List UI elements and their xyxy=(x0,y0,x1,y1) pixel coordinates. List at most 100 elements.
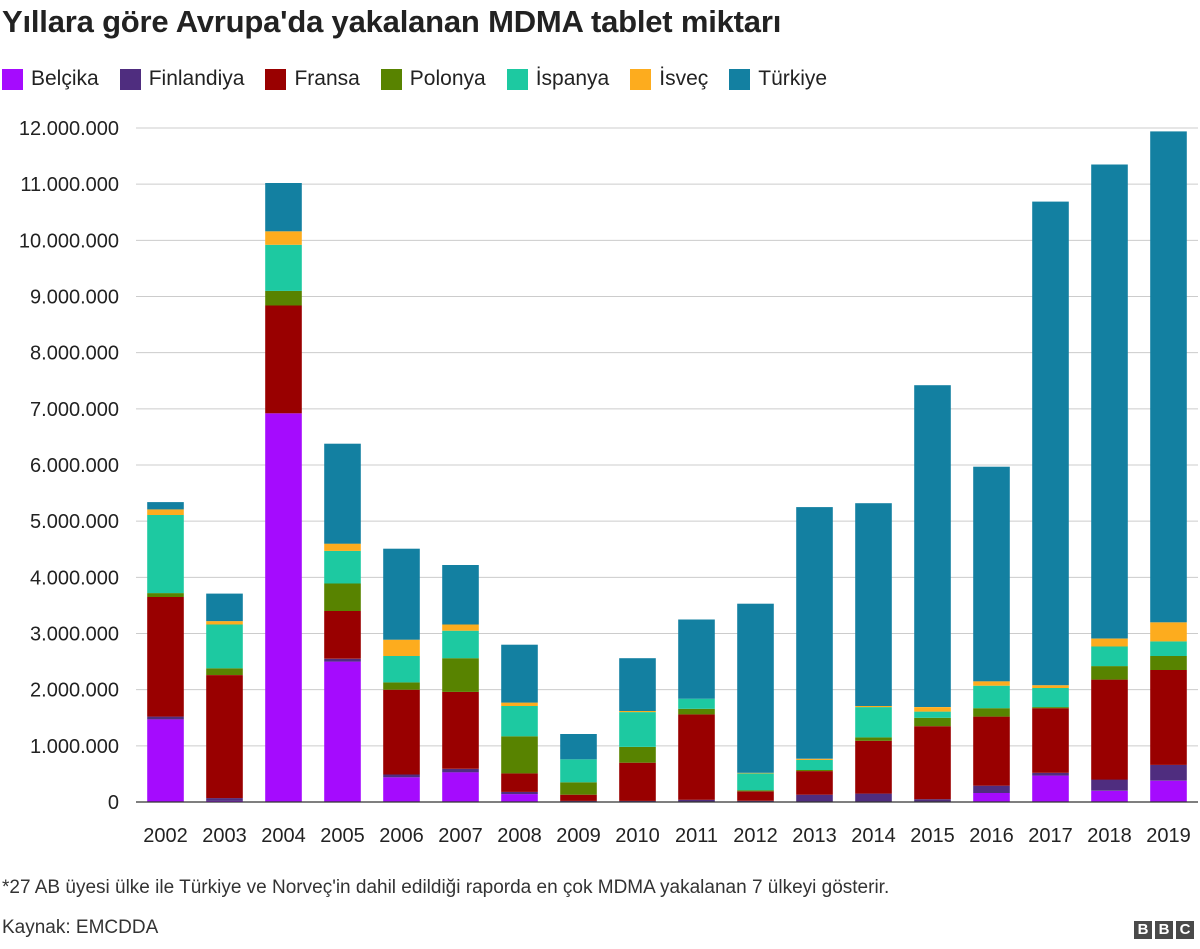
bar-segment xyxy=(796,758,833,760)
x-tick-label: 2014 xyxy=(851,825,896,847)
x-tick-label: 2004 xyxy=(261,825,306,847)
bar-segment xyxy=(678,708,715,715)
legend-item: Polonya xyxy=(380,67,486,91)
y-tick-label: 8.000.000 xyxy=(30,343,119,365)
bar-segment xyxy=(560,759,597,783)
chart-legend: Belçika Finlandiya Fransa Polonya İspanya İsv… xyxy=(2,64,848,94)
bar-segment xyxy=(383,548,420,640)
bar-segment xyxy=(324,583,361,611)
x-tick-label: 2012 xyxy=(733,825,778,847)
bar-segment xyxy=(914,711,951,718)
bar-segment xyxy=(501,773,538,792)
x-tick-label: 2013 xyxy=(792,825,837,847)
bar-segment xyxy=(619,711,656,713)
bar-segment xyxy=(560,794,597,801)
bar-segment xyxy=(324,661,361,802)
bar-segment xyxy=(147,515,184,594)
bar-segment xyxy=(973,685,1010,709)
bar-segment xyxy=(265,305,302,414)
bar-segment xyxy=(442,565,479,625)
bbc-logo-letter: B xyxy=(1134,921,1152,939)
bar-segment xyxy=(324,443,361,544)
bar-segment xyxy=(855,706,892,708)
bar-segment xyxy=(442,768,479,773)
bar-segment xyxy=(383,639,420,656)
bar-segment xyxy=(1032,708,1069,773)
y-tick-label: 10.000.000 xyxy=(19,230,119,252)
bar-segment xyxy=(324,550,361,584)
bar-segment xyxy=(560,734,597,760)
bar-segment xyxy=(383,689,420,775)
bar-segment xyxy=(147,716,184,720)
y-tick-label: 9.000.000 xyxy=(30,287,119,309)
y-tick-label: 6.000.000 xyxy=(30,455,119,477)
bar-segment xyxy=(619,712,656,747)
bar-segment xyxy=(678,619,715,699)
bar-segment xyxy=(855,707,892,738)
bar-segment xyxy=(973,681,1010,686)
legend-swatch xyxy=(265,68,287,90)
bbc-logo-letter: B xyxy=(1155,921,1173,939)
bar-segment xyxy=(914,707,951,712)
bar-segment xyxy=(206,621,243,625)
y-tick-label: 5.000.000 xyxy=(30,511,119,533)
bar-segment xyxy=(678,714,715,800)
bar-segment xyxy=(1150,764,1187,781)
bar-segment xyxy=(265,183,302,232)
y-tick-label: 11.000.000 xyxy=(20,174,119,196)
bar-segment xyxy=(206,624,243,669)
legend-swatch xyxy=(506,68,528,90)
bar-segment xyxy=(1150,641,1187,656)
x-tick-label: 2017 xyxy=(1028,825,1073,847)
bar-segment xyxy=(855,737,892,741)
bar-segment xyxy=(265,290,302,306)
bar-segment xyxy=(324,611,361,659)
bar-segment xyxy=(324,543,361,551)
y-tick-label: 12.000.000 xyxy=(19,118,119,140)
bar-segment xyxy=(265,231,302,245)
bar-segment xyxy=(1032,688,1069,708)
legend-item: Türkiye xyxy=(729,67,827,91)
x-tick-label: 2010 xyxy=(615,825,660,847)
bbc-logo: B B C xyxy=(1131,921,1194,939)
bar-segment xyxy=(1150,656,1187,670)
bar-segment xyxy=(619,658,656,711)
legend-label: Polonya xyxy=(409,67,486,90)
bar-segment xyxy=(147,509,184,515)
bar-segment xyxy=(1150,670,1187,765)
legend-swatch xyxy=(380,68,402,90)
bar-segment xyxy=(442,630,479,659)
bar-segment xyxy=(442,691,479,769)
bar-segment xyxy=(855,503,892,706)
bar-segment xyxy=(1032,775,1069,802)
bar-segment xyxy=(1091,646,1128,667)
x-tick-label: 2006 xyxy=(379,825,424,847)
bar-segment xyxy=(206,668,243,675)
x-tick-label: 2007 xyxy=(438,825,483,847)
bar-segment xyxy=(796,770,833,772)
bar-segment xyxy=(383,682,420,690)
chart-title: Yıllara göre Avrupa'da yakalanan MDMA ta… xyxy=(2,4,782,39)
bar-segment xyxy=(1150,131,1187,623)
bar-segment xyxy=(1032,707,1069,709)
bar-segment xyxy=(147,593,184,597)
bar-segment xyxy=(973,708,1010,717)
bar-segment xyxy=(442,772,479,802)
bar-segment xyxy=(914,726,951,800)
bar-segment xyxy=(1091,164,1128,639)
bar-segment xyxy=(383,777,420,802)
bar-segment xyxy=(914,385,951,707)
bar-segment xyxy=(737,773,774,791)
bbc-logo-letter: C xyxy=(1176,921,1194,939)
y-tick-label: 0 xyxy=(108,792,119,814)
legend-swatch xyxy=(2,68,23,90)
bar-segment xyxy=(206,798,243,801)
bar-segment xyxy=(973,793,1010,802)
bar-segment xyxy=(1091,790,1128,802)
bar-segment xyxy=(1091,666,1128,680)
bar-segment xyxy=(147,502,184,510)
bar-segment xyxy=(914,717,951,727)
x-tick-label: 2005 xyxy=(320,825,365,847)
x-tick-label: 2009 xyxy=(556,825,601,847)
bar-segment xyxy=(973,466,1010,682)
